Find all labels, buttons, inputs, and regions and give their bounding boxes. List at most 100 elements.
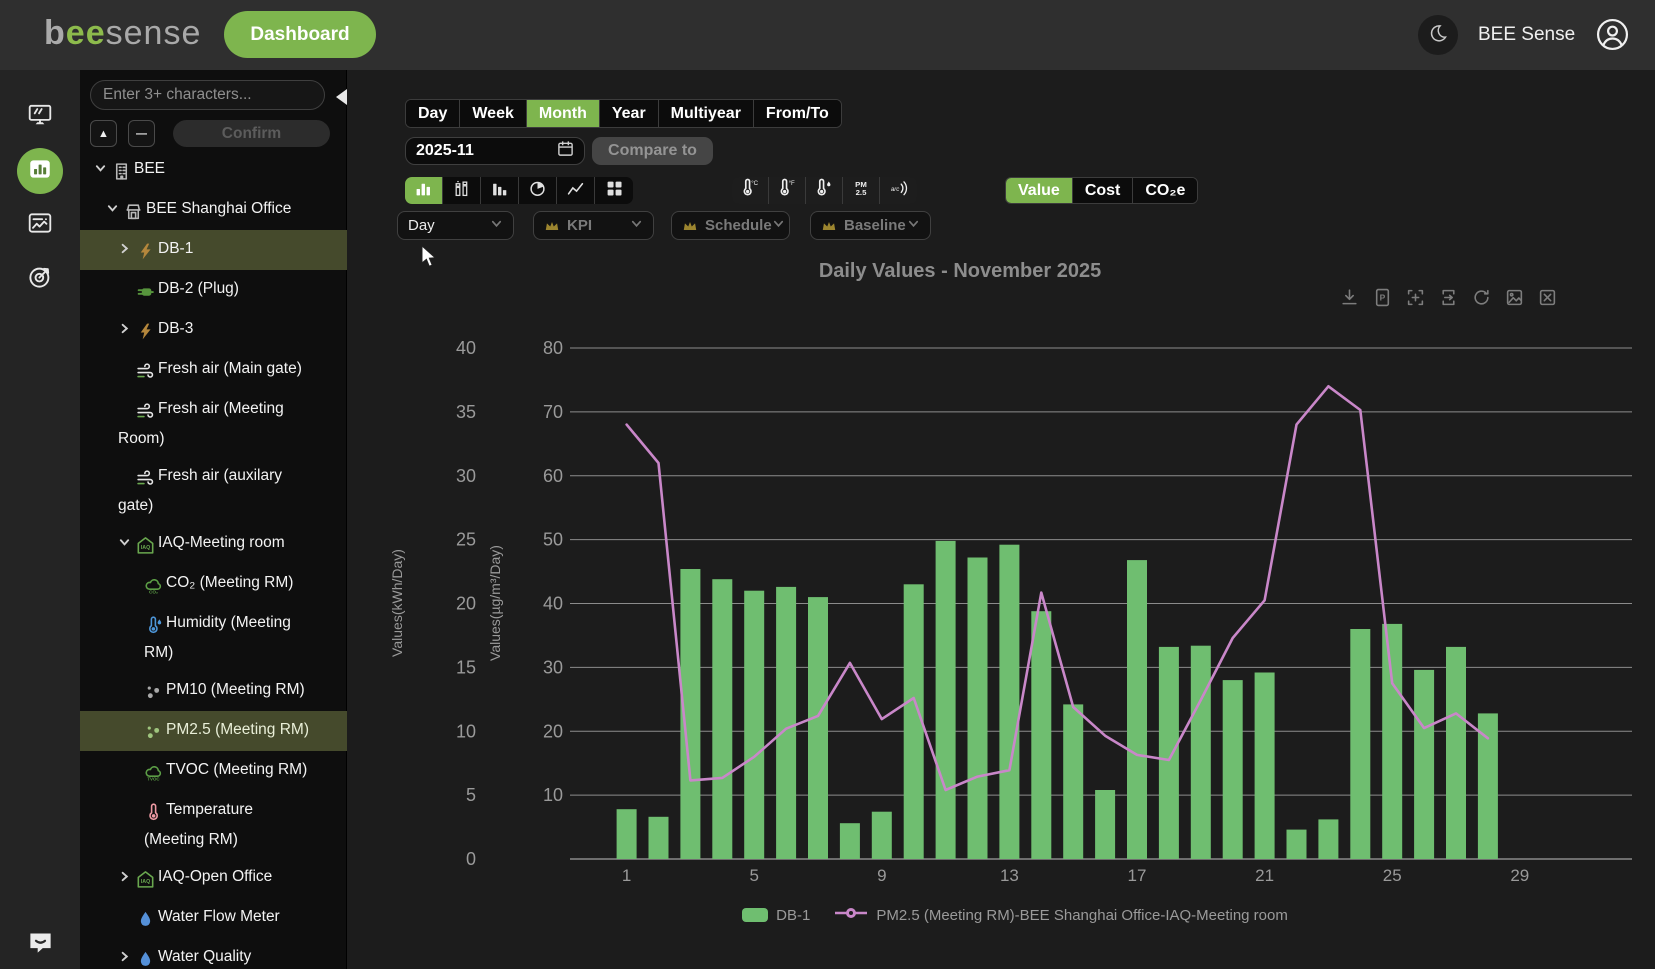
metric-value[interactable]: Value — [1006, 178, 1073, 203]
bar-day-8[interactable] — [840, 823, 860, 859]
bar-day-15[interactable] — [1063, 704, 1083, 859]
bar-day-22[interactable] — [1287, 830, 1307, 859]
bar-day-5[interactable] — [744, 591, 764, 859]
image-export-icon[interactable] — [1505, 288, 1524, 307]
bar-day-9[interactable] — [872, 812, 892, 859]
refresh-icon[interactable] — [1472, 288, 1491, 307]
tree-item-bee[interactable]: BEE — [80, 150, 347, 190]
tree-item-water-flow-meter[interactable]: Water Flow Meter — [80, 898, 347, 938]
dropdown-schedule[interactable]: Schedule — [671, 211, 790, 240]
charttype-pareto-bar-button[interactable] — [481, 177, 519, 204]
chevron-right-icon[interactable] — [118, 235, 136, 262]
charttype-line-button[interactable] — [557, 177, 595, 204]
tree-item-temperature-meeting-rm[interactable]: Temperature (Meeting RM) — [80, 791, 347, 858]
tab-week[interactable]: Week — [460, 100, 527, 127]
chevron-down-icon[interactable] — [94, 155, 112, 182]
bar-day-6[interactable] — [776, 587, 796, 859]
unit-humidity-unit-button[interactable] — [806, 177, 843, 204]
bar-day-19[interactable] — [1191, 646, 1211, 859]
bar-day-13[interactable] — [999, 545, 1019, 859]
bar-day-4[interactable] — [712, 579, 732, 859]
bar-day-20[interactable] — [1223, 680, 1243, 859]
collapse-all-button[interactable]: ▲ — [90, 120, 117, 147]
unit-fahrenheit-button[interactable]: °F — [769, 177, 806, 204]
download-icon[interactable] — [1340, 288, 1359, 307]
tree-item-tvoc-meeting-rm[interactable]: TVOCTVOC (Meeting RM) — [80, 751, 347, 791]
tree-item-pm10-meeting-rm[interactable]: PM10 (Meeting RM) — [80, 671, 347, 711]
confirm-button[interactable]: Confirm — [173, 120, 330, 147]
rail-item-reports[interactable] — [0, 198, 80, 252]
legend-item-pm25[interactable]: PM2.5 (Meeting RM)-BEE Shanghai Office-I… — [834, 906, 1288, 924]
tab-from-to[interactable]: From/To — [754, 100, 841, 127]
dropdown-baseline[interactable]: Baseline — [810, 211, 931, 240]
tab-day[interactable]: Day — [406, 100, 460, 127]
tree-item-pm2-5-meeting-rm[interactable]: PM2.5 (Meeting RM) — [80, 711, 347, 751]
chart-plot[interactable]: 05101520253035401020304050607080Values(k… — [370, 315, 1650, 895]
user-avatar-icon[interactable] — [1596, 18, 1629, 51]
bar-day-14[interactable] — [1031, 611, 1051, 859]
deselect-button[interactable]: — — [128, 120, 155, 147]
tab-year[interactable]: Year — [600, 100, 659, 127]
tree-item-db-1[interactable]: DB-1 — [80, 230, 347, 270]
bar-day-2[interactable] — [649, 817, 669, 859]
panel-collapse-arrow-icon[interactable] — [336, 89, 347, 105]
tree-item-fresh-air-main-gate[interactable]: Fresh air (Main gate) — [80, 350, 347, 390]
dropdown-kpi[interactable]: KPI — [533, 211, 654, 240]
chevron-right-icon[interactable] — [118, 315, 136, 342]
bar-day-17[interactable] — [1127, 560, 1147, 859]
rail-item-chat[interactable] — [0, 918, 80, 969]
bar-day-12[interactable] — [968, 558, 988, 860]
metric-cost[interactable]: Cost — [1073, 178, 1134, 203]
chevron-right-icon[interactable] — [118, 863, 136, 890]
bar-day-7[interactable] — [808, 597, 828, 859]
bar-day-28[interactable] — [1478, 713, 1498, 859]
tree-item-bee-shanghai-office[interactable]: BEE Shanghai Office — [80, 190, 347, 230]
tree-item-db-3[interactable]: DB-3 — [80, 310, 347, 350]
charttype-grid-button[interactable] — [595, 177, 633, 204]
legend-item-db1[interactable]: DB-1 — [742, 907, 810, 924]
dashboard-button[interactable]: Dashboard — [224, 11, 376, 58]
tree-item-iaq-meeting-room[interactable]: IAQIAQ-Meeting room — [80, 524, 347, 564]
chevron-right-icon[interactable] — [118, 943, 136, 969]
charttype-pie-button[interactable] — [519, 177, 557, 204]
dark-mode-toggle[interactable] — [1418, 15, 1458, 55]
unit-celsius-button[interactable]: °C — [732, 177, 769, 204]
chevron-down-icon[interactable] — [118, 529, 136, 556]
bar-day-1[interactable] — [617, 809, 637, 859]
unit-pm25-unit-button[interactable]: PM2.5 — [843, 177, 880, 204]
tree-item-fresh-air-meeting-room[interactable]: Fresh air (Meeting Room) — [80, 390, 347, 457]
tree-item-water-quality[interactable]: Water Quality — [80, 938, 347, 969]
bar-day-18[interactable] — [1159, 647, 1179, 859]
zoom-reset-icon[interactable] — [1439, 288, 1458, 307]
dropdown-day[interactable]: Day — [397, 211, 514, 240]
bar-day-16[interactable] — [1095, 790, 1115, 859]
bar-day-27[interactable] — [1446, 647, 1466, 859]
compare-to-button[interactable]: Compare to — [592, 137, 713, 165]
bar-day-11[interactable] — [936, 541, 956, 859]
tab-multiyear[interactable]: Multiyear — [659, 100, 754, 127]
tab-month[interactable]: Month — [527, 100, 600, 127]
tree-item-iaq-open-office[interactable]: IAQIAQ-Open Office — [80, 858, 347, 898]
pdf-export-icon[interactable]: P — [1373, 288, 1392, 307]
tree-item-fresh-air-auxilary-gate[interactable]: Fresh air (auxilary gate) — [80, 457, 347, 524]
bar-day-26[interactable] — [1414, 670, 1434, 859]
excel-export-icon[interactable] — [1538, 288, 1557, 307]
tree-item-db-2-plug[interactable]: DB-2 (Plug) — [80, 270, 347, 310]
chevron-down-icon[interactable] — [106, 195, 124, 222]
bar-day-23[interactable] — [1318, 819, 1338, 859]
unit-noise-button[interactable]: arc — [880, 177, 917, 204]
charttype-stacked-bar-button[interactable] — [443, 177, 481, 204]
zoom-in-icon[interactable] — [1406, 288, 1425, 307]
date-picker[interactable]: 2025-11 — [405, 137, 585, 165]
bar-day-24[interactable] — [1350, 629, 1370, 859]
bar-day-25[interactable] — [1382, 624, 1402, 859]
charttype-bar-button[interactable] — [405, 177, 443, 204]
metric-co-e[interactable]: CO₂e — [1133, 178, 1197, 203]
bar-day-21[interactable] — [1255, 673, 1275, 860]
rail-item-screens[interactable] — [0, 90, 80, 144]
tree-item-co-meeting-rm[interactable]: CO₂CO₂ (Meeting RM) — [80, 564, 347, 604]
rail-item-targets[interactable] — [0, 252, 80, 306]
rail-item-analytics[interactable] — [0, 144, 80, 198]
tree-search-input[interactable] — [103, 86, 312, 104]
tree-item-humidity-meeting-rm[interactable]: Humidity (Meeting RM) — [80, 604, 347, 671]
